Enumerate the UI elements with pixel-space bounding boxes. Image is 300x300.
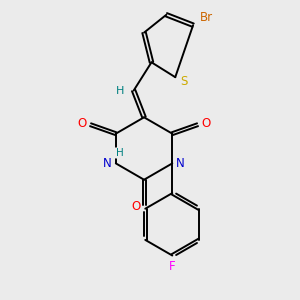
- Text: H: H: [116, 148, 123, 158]
- Text: N: N: [103, 157, 112, 170]
- Text: O: O: [131, 200, 140, 213]
- Text: O: O: [201, 117, 211, 130]
- Text: O: O: [78, 117, 87, 130]
- Text: Br: Br: [200, 11, 213, 24]
- Text: H: H: [116, 85, 124, 96]
- Text: F: F: [169, 260, 175, 273]
- Text: S: S: [180, 75, 187, 88]
- Text: N: N: [176, 157, 185, 170]
